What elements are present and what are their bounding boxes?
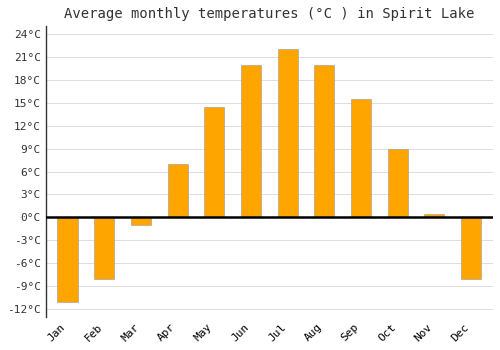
Bar <box>131 217 151 225</box>
Bar <box>168 164 188 217</box>
Bar <box>424 214 444 217</box>
Bar <box>278 49 297 217</box>
Bar <box>388 149 408 217</box>
Bar <box>204 106 225 217</box>
Bar <box>58 217 78 301</box>
Bar <box>351 99 371 217</box>
Bar <box>241 64 261 217</box>
Bar <box>314 64 334 217</box>
Title: Average monthly temperatures (°C ) in Spirit Lake: Average monthly temperatures (°C ) in Sp… <box>64 7 474 21</box>
Bar <box>461 217 481 279</box>
Bar <box>94 217 114 279</box>
